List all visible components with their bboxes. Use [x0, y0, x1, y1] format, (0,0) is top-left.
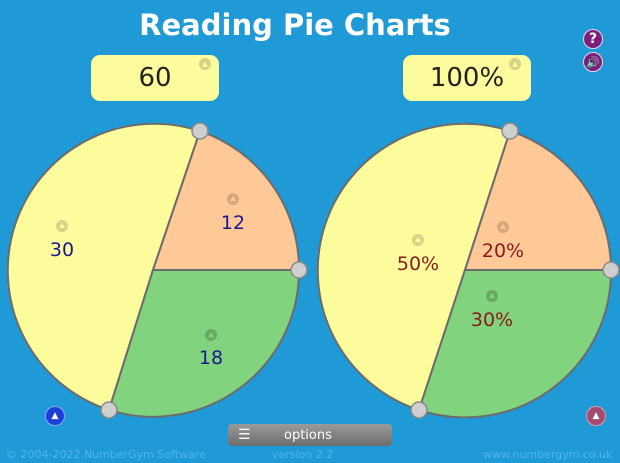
left-green-value: 18 — [199, 347, 223, 369]
triangle-up-icon — [415, 237, 421, 242]
right-orange-value: 20% — [482, 240, 524, 262]
triangle-up-icon — [59, 223, 65, 228]
left-blue-arrow-icon[interactable]: ▲ — [45, 406, 65, 426]
left-handle-right[interactable] — [290, 261, 308, 279]
left-total-display[interactable]: 60 — [91, 55, 219, 101]
right-slice-yellow — [316, 122, 512, 412]
copyright-text: © 2004-2022 NumberGym Software — [6, 448, 206, 461]
right-handle-top[interactable] — [501, 122, 519, 140]
right-slice-green — [417, 269, 613, 419]
triangle-up-icon — [500, 224, 506, 229]
left-yellow-value: 30 — [50, 239, 74, 261]
right-handle-right[interactable] — [602, 261, 620, 279]
left-orange-value: 12 — [221, 212, 245, 234]
left-handle-bottom[interactable] — [100, 401, 118, 419]
right-pie-chart: 50% 20% 30% — [316, 122, 620, 419]
help-icon[interactable]: ? — [583, 29, 603, 49]
website-link[interactable]: www.numbergym.co.uk — [483, 448, 613, 461]
left-total-value: 60 — [138, 63, 172, 93]
right-total-toggle-icon[interactable]: ▲ — [509, 58, 521, 70]
left-handle-top[interactable] — [191, 122, 209, 140]
triangle-up-icon — [208, 332, 214, 337]
right-handle-bottom[interactable] — [410, 401, 428, 419]
left-total-toggle-icon[interactable]: ▲ — [199, 58, 211, 70]
right-yellow-value: 50% — [397, 253, 439, 275]
right-slice-orange — [463, 129, 613, 271]
right-total-value: 100% — [429, 63, 505, 93]
left-slice-green — [107, 269, 301, 418]
left-pie-chart: 30 12 18 — [6, 122, 308, 419]
options-button[interactable]: ☰ options — [228, 424, 392, 446]
right-purple-arrow-icon[interactable]: ▲ — [586, 406, 606, 426]
left-slice-yellow — [6, 122, 202, 412]
menu-icon: ☰ — [238, 427, 251, 443]
triangle-up-icon — [489, 293, 495, 298]
triangle-up-icon — [230, 196, 236, 201]
right-green-value: 30% — [471, 309, 513, 331]
left-slice-orange — [151, 129, 301, 271]
page-title: Reading Pie Charts — [139, 8, 451, 42]
sound-icon[interactable]: 🔊 — [583, 52, 603, 72]
options-label: options — [284, 427, 332, 443]
version-text: version 2.2 — [272, 448, 334, 461]
